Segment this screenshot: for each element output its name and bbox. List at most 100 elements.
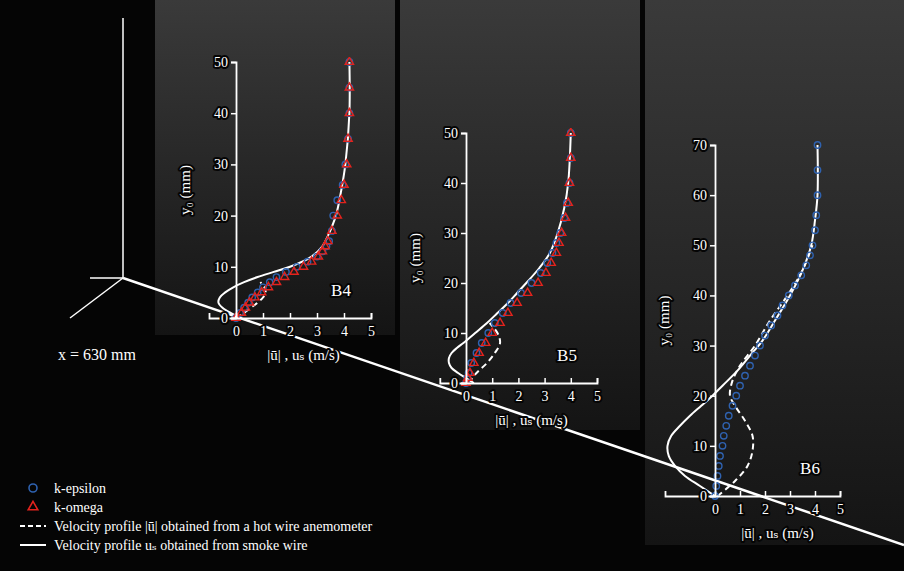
model-point [567,128,575,135]
x-tick-mark [765,491,767,496]
x-tick-mark [371,313,373,318]
x-axis: 012345 [440,378,601,404]
y-tick-mark [710,295,715,297]
x-tick-mark [740,491,742,496]
y-tick-mark [461,333,466,335]
x-tick-label: 5 [837,502,844,517]
y-tick-label: 0 [700,489,707,504]
model-point [809,242,815,248]
model-point [774,312,780,318]
x-tick-label: 3 [787,502,794,517]
model-point [513,298,521,305]
x-tick: 3 [542,378,549,404]
y-tick-label: 70 [693,138,707,153]
photo-panel [645,0,904,545]
x-tick-mark [840,491,842,496]
y-tick-label: 50 [214,55,228,70]
y-tick-label: 30 [214,157,228,172]
model-point [344,134,352,141]
model-point [555,238,563,245]
profile-line [236,282,266,318]
y-tick-mark [461,133,466,135]
photo-panel [155,0,395,335]
x-tick: 1 [260,313,267,339]
x-tick: 2 [515,378,522,404]
y-tick-label: 20 [444,276,458,291]
model-point [762,332,768,338]
y-tick: 40 [214,106,236,121]
model-point [792,282,798,288]
y-tick-mark [231,62,236,64]
y-tick: 30 [693,339,715,354]
x-tick-label: 5 [594,389,601,404]
lines [667,145,817,496]
y-tick-mark [710,245,715,247]
x-tick: 5 [837,491,844,517]
y-tick: 0 [221,311,236,326]
y-axis: 0 10 20 30 40 50 [214,55,237,326]
model-point [814,142,820,148]
model-point [814,192,820,198]
model-point [470,358,478,365]
model-point [786,292,792,298]
y-tick-mark [710,446,715,448]
y-tick: 30 [444,226,466,241]
model-point [733,393,739,399]
legend-label: Velocity profile |ū| obtained from a hot… [54,519,373,534]
model-point [534,278,542,285]
model-point [565,178,573,185]
x-axis-line [666,491,841,497]
x-tick-mark [317,313,319,318]
model-point [721,433,727,439]
profile-line [667,145,817,496]
y-tick: 70 [693,138,715,153]
y-tick-label: 10 [444,326,458,341]
model-point [564,198,572,205]
x-tick: 4 [568,378,575,404]
y-tick: 20 [444,276,466,291]
model-point [245,298,253,305]
x-tick-label: 4 [812,502,819,517]
model-point [264,282,272,289]
legend-swatch [20,525,46,527]
y-tick-mark [710,345,715,347]
legend-label: Velocity profile uₛ obtained from smoke … [54,538,308,553]
corner-line [90,277,123,279]
panel-label: B5 [557,346,577,365]
x-tick-label: 5 [368,324,375,339]
y-tick-mark [231,318,236,320]
model-point [726,413,732,419]
x-tick-mark [597,378,599,383]
corner-line [122,18,124,278]
x-tick-label: 2 [287,324,294,339]
y-tick-mark [710,496,715,498]
y-axis: 010203040506070 [693,138,716,504]
x-tick: 4 [812,491,819,517]
x-tick-label: 0 [233,324,240,339]
y-tick-mark [710,395,715,397]
model-point [272,277,280,284]
x-tick: 2 [287,313,294,339]
model-point [345,83,353,90]
y-tick-label: 10 [214,260,228,275]
profile-line [218,62,349,318]
y-tick-label: 50 [693,238,707,253]
annotation: x = 630 mm [58,346,136,363]
model-point [723,423,729,429]
x-tick-mark [290,313,292,318]
model-point [299,262,307,269]
x-tick-label: 2 [762,502,769,517]
panel: 012345010203040506070|ū| , uₛ (m/s)y₀ (m… [656,138,844,542]
figure: 01234501020304050|ū| , uₛ (m/s)y₀ (mm)B4… [0,0,904,571]
y-tick-mark [461,183,466,185]
y-tick-label: 0 [221,311,228,326]
y-tick: 40 [693,288,715,303]
x-tick: 4 [341,313,348,339]
profile-line [718,245,813,496]
y-axis: 01020304050 [444,126,467,391]
photo-panel [400,0,640,430]
y-axis-title: y₀ (mm) [177,165,194,215]
y-tick: 20 [214,209,236,224]
x-tick-label: 1 [489,389,496,404]
model-point [464,373,472,380]
